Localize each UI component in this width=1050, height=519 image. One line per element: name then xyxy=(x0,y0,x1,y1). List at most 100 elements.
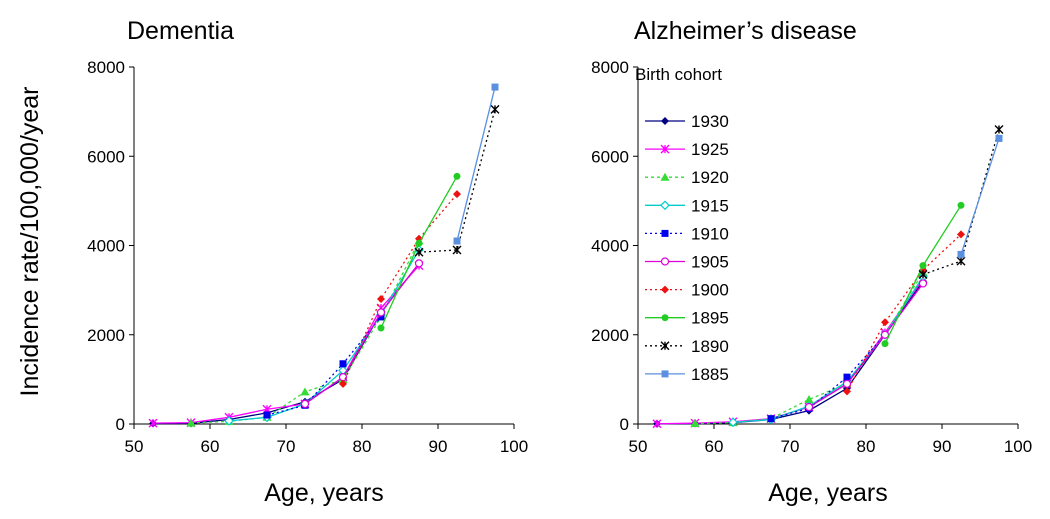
series-line-1930 xyxy=(152,262,420,425)
series-1910 xyxy=(263,313,385,419)
series-1915 xyxy=(224,245,424,426)
data-point-1900 xyxy=(881,318,889,327)
series-line-1900 xyxy=(846,233,962,392)
data-point-1885 xyxy=(453,237,461,245)
data-point-1890 xyxy=(452,245,462,255)
legend-swatch-marker xyxy=(661,285,669,294)
data-point-1895 xyxy=(919,262,927,270)
x-tick-label: 70 xyxy=(781,437,800,456)
series-line-1915 xyxy=(732,276,924,423)
series-1895 xyxy=(377,172,461,332)
legend-label: 1930 xyxy=(691,112,729,131)
legend-item-1885 xyxy=(645,370,685,378)
legend-item-1910 xyxy=(645,229,685,237)
x-tick-label: 60 xyxy=(705,437,724,456)
series-line-1915 xyxy=(228,249,420,422)
y-tick-label: 8000 xyxy=(87,58,125,77)
legend-swatch-marker xyxy=(660,341,670,351)
data-point-1890 xyxy=(490,104,500,114)
x-tick-label: 80 xyxy=(857,437,876,456)
legend-swatch-marker xyxy=(661,370,669,378)
series-line-1905 xyxy=(304,262,420,405)
y-tick-label: 0 xyxy=(116,415,125,434)
x-tick-label: 90 xyxy=(429,437,448,456)
legend-item-1890 xyxy=(645,341,685,351)
x-tick-label: 70 xyxy=(277,437,296,456)
y-tick-label: 2000 xyxy=(87,326,125,345)
legend-label: 1910 xyxy=(691,224,729,243)
data-point-1890 xyxy=(994,124,1004,134)
legend-label: 1920 xyxy=(691,168,729,187)
data-point-1905 xyxy=(918,279,928,288)
data-point-1895 xyxy=(957,201,965,209)
chart-title: Alzheimer’s disease xyxy=(634,17,857,45)
legend-label: 1895 xyxy=(691,309,729,328)
data-point-1920 xyxy=(690,419,700,428)
data-point-1885 xyxy=(995,134,1003,142)
legend-label: 1905 xyxy=(691,253,729,272)
data-point-1900 xyxy=(843,387,851,396)
legend-label: 1890 xyxy=(691,337,729,356)
data-point-1895 xyxy=(415,239,423,247)
data-point-1910 xyxy=(263,411,271,419)
series-line-1885 xyxy=(456,86,496,242)
data-point-1890 xyxy=(414,247,424,257)
data-point-1905 xyxy=(376,308,386,317)
data-point-1905 xyxy=(414,259,424,268)
series-1890 xyxy=(918,124,1004,280)
data-point-1905 xyxy=(842,379,852,388)
legend-swatch-marker xyxy=(660,257,670,266)
data-point-1905 xyxy=(338,373,348,382)
x-tick-label: 100 xyxy=(1004,437,1032,456)
series-line-1910 xyxy=(266,316,382,416)
data-point-1910 xyxy=(767,415,775,423)
series-line-1925 xyxy=(152,265,420,424)
data-point-1925 xyxy=(148,418,158,428)
series-1930 xyxy=(149,259,423,428)
data-point-1910 xyxy=(377,313,385,321)
legend-label: 1915 xyxy=(691,196,729,215)
x-tick-label: 100 xyxy=(500,437,528,456)
series-line-1885 xyxy=(960,138,1000,255)
legend-item-1915 xyxy=(645,200,685,211)
legend-item-1900 xyxy=(645,285,685,294)
y-tick-label: 4000 xyxy=(87,237,125,256)
data-point-1905 xyxy=(880,330,890,339)
series-1905 xyxy=(804,279,928,412)
legend-label: 1885 xyxy=(691,365,729,384)
data-point-1885 xyxy=(491,83,499,91)
series-line-1905 xyxy=(808,283,924,408)
y-tick-label: 6000 xyxy=(591,147,629,166)
series-1915 xyxy=(728,271,928,428)
y-axis-label: Incidence rate/100,000/year xyxy=(16,87,44,397)
data-point-1900 xyxy=(377,295,385,304)
series-1885 xyxy=(453,83,499,245)
data-point-1905 xyxy=(300,399,310,409)
series-1890 xyxy=(414,104,500,257)
legend-swatch-marker xyxy=(661,229,669,237)
legend-item-1895 xyxy=(645,314,685,322)
data-point-1900 xyxy=(453,190,461,199)
series-line-1900 xyxy=(342,193,458,385)
data-point-1900 xyxy=(957,230,965,239)
data-point-1920 xyxy=(186,418,196,427)
legend-swatch-marker xyxy=(660,144,670,154)
data-point-1900 xyxy=(339,379,347,388)
x-axis-label: Age, years xyxy=(768,479,888,507)
series-1925 xyxy=(148,261,424,428)
x-tick-label: 90 xyxy=(933,437,952,456)
y-tick-label: 8000 xyxy=(591,58,629,77)
x-axis-label: Age, years xyxy=(264,479,384,507)
series-1910 xyxy=(767,331,889,423)
data-point-1915 xyxy=(728,417,738,428)
data-point-1910 xyxy=(843,373,851,381)
x-tick-label: 50 xyxy=(629,437,648,456)
y-tick-label: 6000 xyxy=(87,147,125,166)
series-line-1890 xyxy=(418,109,496,253)
data-point-1885 xyxy=(957,250,965,258)
legend-title: Birth cohort xyxy=(635,65,722,84)
legend-item-1925 xyxy=(645,144,685,154)
data-point-1890 xyxy=(918,270,928,280)
